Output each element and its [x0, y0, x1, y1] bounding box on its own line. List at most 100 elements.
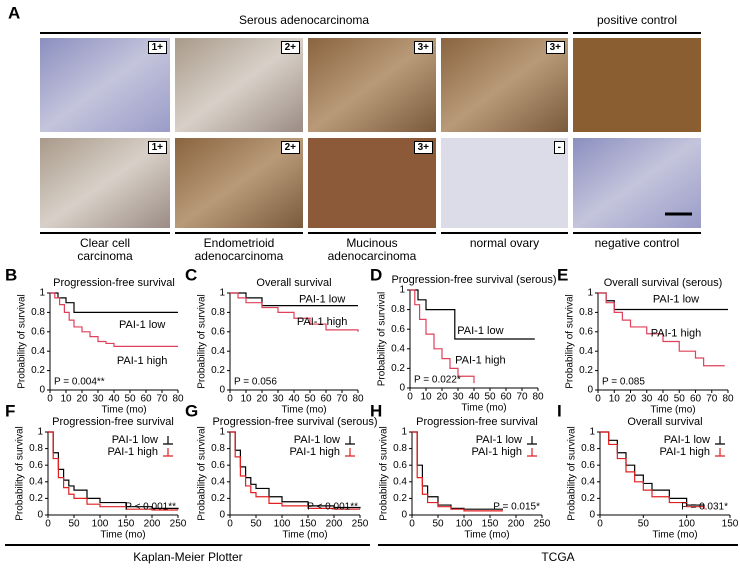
x-tick-label: 80 — [172, 394, 184, 405]
y-tick-label: 1 — [219, 427, 225, 438]
chart-title: Progression-free survival (serous) — [212, 416, 377, 428]
curve-label: PAI-1 high — [297, 316, 348, 328]
x-tick-label: 20 — [256, 394, 268, 405]
x-tick-label: 10 — [609, 394, 621, 405]
x-tick-label: 50 — [432, 519, 444, 530]
legend-label: PAI-1 low — [294, 434, 340, 446]
group-lines — [5, 32, 738, 546]
group-label: Kaplan-Meier Plotter — [133, 550, 242, 564]
x-tick-label: 0 — [407, 392, 413, 403]
y-tick-label: 0.8 — [393, 443, 407, 454]
y-tick-label: 0.8 — [211, 307, 225, 318]
legend-label: PAI-1 high — [289, 446, 340, 458]
x-tick-label: 250 — [534, 519, 551, 530]
panel-label: I — [557, 401, 562, 420]
chart: I Overall survival 0 0.2 0.4 0.6 0.8 1 0 50 100 150… — [557, 401, 739, 540]
x-tick-label: 60 — [320, 394, 332, 405]
y-tick-label: 0 — [37, 510, 43, 521]
legend-symbol — [345, 448, 355, 457]
curve-label: PAI-1 low — [299, 294, 345, 306]
y-tick-label: 0.4 — [391, 343, 405, 354]
y-axis-label: Probability of survival — [197, 294, 208, 388]
panel-label: A — [8, 3, 20, 22]
curve-label: PAI-1 low — [119, 319, 165, 331]
survival-curve — [600, 431, 705, 509]
y-tick-label: 1 — [37, 427, 43, 438]
score-badge: 2+ — [280, 41, 300, 54]
annotation: P = 0.031* — [681, 502, 728, 513]
x-tick-label: 50 — [250, 519, 262, 530]
panel-label: G — [185, 401, 198, 420]
chart: H Progression-free survival 0 0.2 0.4 0.6 0.8 1… — [370, 401, 551, 540]
legend-label: PAI-1 low — [476, 434, 522, 446]
annotation: P = 0.056 — [234, 377, 277, 388]
score-badge: 3+ — [413, 41, 433, 54]
x-axis-label: Time (mo) — [650, 405, 695, 416]
legend-label: PAI-1 low — [112, 434, 158, 446]
y-tick-label: 0.6 — [579, 326, 593, 337]
x-axis-label: Time (mo) — [282, 530, 327, 541]
x-tick-label: 50 — [124, 394, 136, 405]
x-tick-label: 200 — [144, 519, 161, 530]
caption: Endometrioid adenocarcinoma — [194, 236, 284, 263]
y-tick-label: 0.2 — [391, 363, 405, 374]
y-tick-label: 1 — [401, 427, 407, 438]
y-tick-label: 1 — [587, 288, 593, 299]
annotation: P < 0.001** — [307, 502, 358, 513]
x-tick-label: 50 — [638, 519, 650, 530]
legend-symbol — [527, 436, 537, 445]
x-tick-label: 80 — [722, 394, 734, 405]
y-tick-label: 0.4 — [393, 476, 407, 487]
x-tick-label: 20 — [436, 392, 448, 403]
y-tick-label: 0 — [587, 385, 593, 396]
y-tick-label: 0.2 — [211, 493, 225, 504]
survival-curve — [410, 289, 475, 384]
y-tick-label: 1 — [399, 285, 405, 296]
y-tick-label: 0.6 — [31, 326, 45, 337]
legend-label: PAI-1 high — [471, 446, 522, 458]
chart-title: Progression-free survival (serous) — [391, 274, 556, 286]
y-tick-label: 0.2 — [393, 493, 407, 504]
annotation: P = 0.015* — [493, 502, 540, 513]
x-tick-label: 30 — [272, 394, 284, 405]
survival-curve — [48, 431, 178, 511]
x-tick-label: 0 — [227, 519, 233, 530]
chart-title: Progression-free survival — [53, 277, 175, 289]
y-tick-label: 0.8 — [581, 443, 595, 454]
legend-symbol — [715, 448, 725, 457]
x-tick-label: 70 — [516, 392, 528, 403]
x-tick-label: 100 — [92, 519, 109, 530]
x-tick-label: 50 — [484, 392, 496, 403]
x-tick-label: 50 — [674, 394, 686, 405]
survival-curve — [230, 292, 358, 307]
chart: D Progression-free survival (serous) 0 0.2 0… — [370, 265, 557, 413]
histology-images — [40, 38, 701, 228]
chart: G Progression-free survival (serous) 0 0.2 0… — [185, 401, 378, 540]
x-tick-label: 200 — [326, 519, 343, 530]
panel-label: F — [5, 401, 15, 420]
x-tick-label: 70 — [706, 394, 718, 405]
caption: negative control — [594, 236, 680, 250]
x-tick-label: 0 — [597, 519, 603, 530]
survival-curve — [230, 431, 360, 510]
y-tick-label: 0.2 — [211, 365, 225, 376]
x-tick-label: 50 — [304, 394, 316, 405]
survival-curve — [230, 431, 361, 509]
y-tick-label: 0.4 — [31, 346, 45, 357]
y-tick-label: 1 — [39, 288, 45, 299]
legend-label: PAI-1 high — [107, 446, 158, 458]
survival-curve — [410, 289, 535, 340]
curve-label: PAI-1 high — [455, 354, 506, 366]
survival-curve — [412, 431, 503, 512]
survival-curve — [598, 292, 725, 367]
x-tick-label: 60 — [500, 392, 512, 403]
x-tick-label: 10 — [420, 392, 432, 403]
x-tick-label: 80 — [532, 392, 544, 403]
chart-title: Progression-free survival — [52, 416, 174, 428]
y-axis-label: Probability of survival — [197, 426, 208, 520]
y-tick-label: 0.6 — [581, 460, 595, 471]
panel-label: D — [370, 265, 382, 284]
chart: F Progression-free survival 0 0.2 0.4 0.6 0.8 1… — [5, 401, 187, 540]
legend-symbol — [163, 436, 173, 445]
y-tick-label: 0.6 — [393, 460, 407, 471]
